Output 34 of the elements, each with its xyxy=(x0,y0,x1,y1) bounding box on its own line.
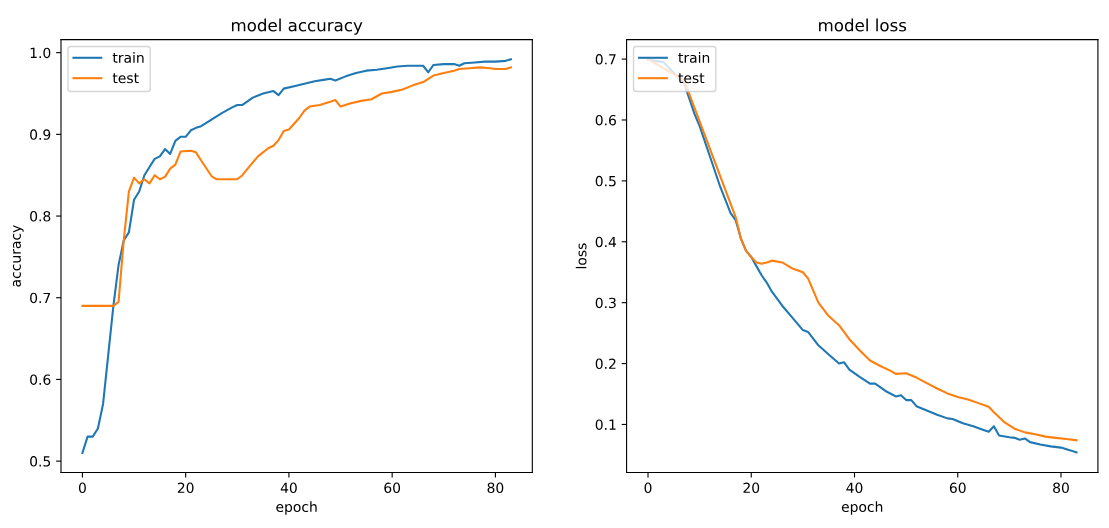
x-tick-label: 40 xyxy=(280,482,297,494)
y-tick-label: 0.6 xyxy=(595,114,616,126)
y-tick-label: 1.0 xyxy=(30,47,51,59)
y-tick-label: 0.3 xyxy=(595,297,616,309)
y-tick-label: 0.8 xyxy=(30,211,51,222)
y-tick-label: 0.5 xyxy=(30,456,51,467)
legend-label: test xyxy=(112,73,139,84)
x-tick-label: 80 xyxy=(487,482,504,494)
y-tick-label: 0.6 xyxy=(30,374,51,385)
y-tick-label: 0.2 xyxy=(595,358,616,370)
x-tick-label: 0 xyxy=(78,482,86,494)
legend-label: test xyxy=(678,73,705,84)
x-axis-title: epoch xyxy=(841,501,883,515)
chart-title: model accuracy xyxy=(231,18,363,35)
y-tick-label: 0.1 xyxy=(595,419,616,430)
y-tick-label: 0.7 xyxy=(595,54,616,65)
y-tick-label: 0.5 xyxy=(595,175,616,187)
legend-label: train xyxy=(112,52,144,63)
y-axis-title: loss xyxy=(575,243,587,269)
y-tick-label: 0.7 xyxy=(30,292,51,304)
x-tick-label: 80 xyxy=(1053,482,1069,494)
x-tick-label: 60 xyxy=(384,482,401,494)
y-axis-title: accuracy xyxy=(12,225,24,287)
legend-label: train xyxy=(678,52,710,63)
x-axis-title: epoch xyxy=(276,501,317,515)
y-tick-label: 0.4 xyxy=(595,236,617,248)
x-tick-label: 20 xyxy=(177,482,194,494)
x-tick-label: 40 xyxy=(846,482,863,494)
x-tick-label: 60 xyxy=(949,482,966,494)
y-tick-label: 0.9 xyxy=(30,129,51,140)
chart-title: model loss xyxy=(819,18,907,32)
line-series xyxy=(81,66,512,307)
x-tick-label: 0 xyxy=(644,482,652,494)
x-tick-label: 20 xyxy=(743,482,760,494)
